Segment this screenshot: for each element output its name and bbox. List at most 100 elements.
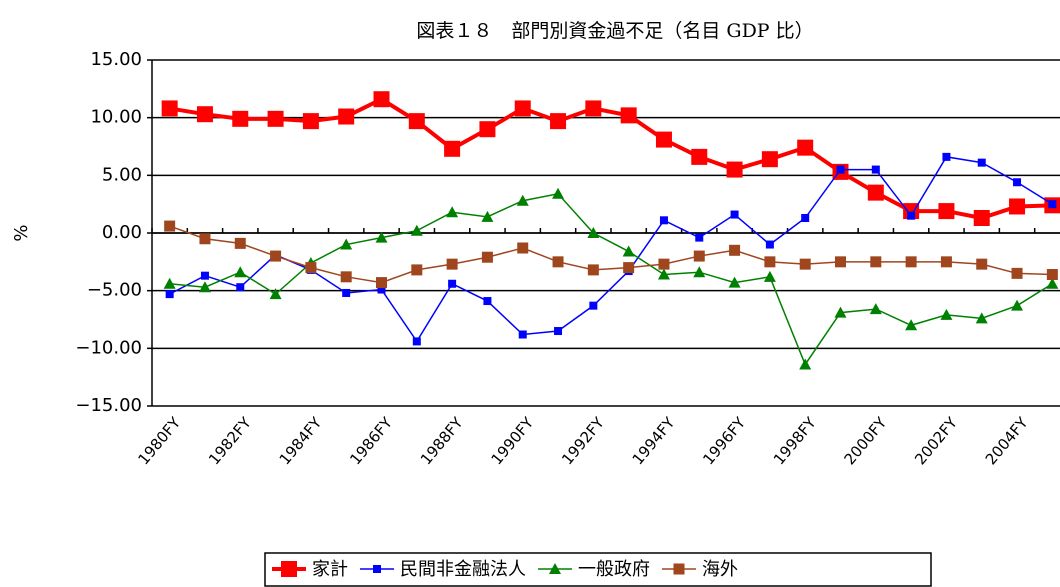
data-point (905, 319, 918, 331)
data-point (797, 139, 814, 156)
data-point (587, 264, 599, 276)
data-point (765, 240, 774, 249)
x-tick-label: 1980FY (134, 413, 184, 468)
data-point (657, 268, 670, 280)
data-point (516, 194, 529, 206)
series-line (169, 192, 1053, 367)
data-point (693, 250, 705, 262)
y-tick-label: 10.00 (90, 107, 142, 128)
x-tick-label: 1992FY (558, 413, 608, 468)
x-tick-label: 1986FY (346, 413, 396, 468)
data-point (729, 244, 741, 256)
data-point (658, 258, 670, 270)
data-point (232, 110, 249, 127)
data-point (940, 256, 952, 268)
data-point (870, 256, 882, 268)
data-point (338, 108, 355, 125)
data-point (198, 281, 211, 293)
data-point (940, 308, 953, 320)
data-point (196, 106, 213, 123)
data-point (589, 301, 598, 310)
data-point (199, 233, 211, 245)
legend-label: 一般政府 (578, 559, 650, 580)
chart-title: 図表１８ 部門別資金過不足（名目 GDP 比） (416, 20, 813, 42)
data-point (517, 242, 529, 254)
data-point (659, 216, 668, 225)
data-point (942, 152, 951, 161)
data-point (730, 210, 739, 219)
data-point (342, 288, 351, 297)
data-point (1013, 178, 1022, 187)
data-point (552, 256, 564, 268)
data-point (340, 238, 353, 250)
data-point (373, 91, 390, 108)
x-tick-label: 1994FY (629, 413, 679, 468)
data-point (726, 161, 743, 178)
data-point (479, 121, 496, 138)
data-point (234, 237, 246, 249)
data-point (550, 113, 567, 130)
series-line (169, 225, 1053, 284)
data-point (977, 158, 986, 167)
data-point (1046, 277, 1059, 289)
legend-marker (281, 561, 297, 577)
y-tick-label: 0.00 (102, 222, 142, 243)
data-point (1046, 269, 1058, 281)
data-point (305, 262, 317, 274)
x-tick-label: 1984FY (276, 413, 326, 468)
data-point (622, 245, 635, 257)
y-tick-label: −5.00 (87, 280, 142, 301)
data-point (377, 285, 386, 294)
data-point (340, 271, 352, 283)
y-tick-label: −10.00 (75, 337, 142, 358)
legend-label: 家計 (312, 559, 348, 580)
legend-label: 海外 (702, 559, 738, 580)
x-tick-label: 2002FY (911, 413, 961, 468)
data-point (905, 256, 917, 268)
x-tick-label: 1988FY (417, 413, 467, 468)
data-point (514, 100, 531, 117)
data-point (799, 358, 812, 370)
data-point (801, 214, 810, 223)
data-point (552, 187, 565, 199)
data-point (1011, 267, 1023, 279)
data-point (444, 140, 461, 157)
legend-marker (549, 563, 561, 574)
y-tick-label: 15.00 (90, 49, 142, 70)
data-point (695, 233, 704, 242)
data-point (587, 227, 600, 238)
data-point (761, 151, 778, 168)
data-point (163, 277, 176, 289)
x-tick-label: 1998FY (770, 413, 820, 468)
data-point (161, 100, 178, 117)
data-point (835, 256, 846, 268)
data-point (623, 262, 635, 274)
data-point (376, 277, 387, 289)
x-tick-label: 1990FY (487, 413, 537, 468)
data-point (691, 148, 708, 165)
series-line (169, 156, 1053, 343)
data-point (869, 303, 882, 315)
data-point (411, 264, 423, 276)
data-point (164, 220, 176, 232)
data-point (799, 258, 811, 270)
data-point (270, 250, 282, 262)
data-point (165, 290, 174, 299)
data-point (1009, 198, 1026, 215)
data-point (976, 258, 988, 270)
data-point (1011, 299, 1024, 311)
data-point (408, 113, 425, 130)
data-point (763, 270, 776, 282)
data-point (585, 100, 602, 117)
data-point (481, 210, 494, 222)
x-tick-label: 2000FY (841, 413, 891, 468)
data-point (975, 312, 988, 324)
y-tick-label: −15.00 (75, 395, 142, 416)
data-point (483, 297, 492, 306)
data-point (655, 131, 672, 148)
data-point (410, 224, 423, 236)
legend-marker (673, 563, 685, 575)
data-point (518, 330, 527, 339)
data-point (1048, 200, 1057, 209)
